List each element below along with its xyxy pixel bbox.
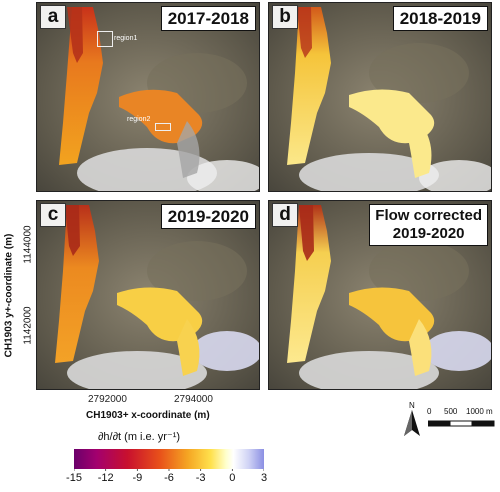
colorbar-tick-label: -15 [66, 472, 82, 484]
y-tick-1142000: 1142000 [22, 306, 34, 345]
colorbar-tick-label: -6 [164, 472, 174, 484]
panel-c: c 2019-2020 [36, 200, 260, 390]
panel-title-c: 2019-2020 [160, 204, 256, 229]
y-tick-1144000: 1144000 [22, 225, 34, 264]
map-a [37, 3, 259, 191]
panel-b: b 2018-2019 [268, 2, 492, 192]
glacier-east-b [349, 89, 435, 144]
panel-title-a: 2017-2018 [160, 6, 256, 31]
region2-label: region2 [127, 116, 151, 123]
glacier-west-d [287, 205, 331, 363]
north-label: N [409, 401, 415, 410]
colorbar-tick-label: 3 [260, 472, 268, 484]
glacier-west-b [287, 7, 331, 165]
panel-letter-c: c [40, 203, 66, 227]
colorbar [74, 449, 264, 471]
x-axis-label: CH1903+ x-coordinate (m) [86, 410, 210, 421]
x-tick-2792000: 2792000 [88, 394, 127, 405]
panel-a: a 2017-2018 region1 region2 [36, 2, 260, 192]
glacier-east-c [117, 287, 203, 342]
glacier-west-c [55, 205, 99, 363]
region2-box [155, 123, 171, 131]
colorbar-tick-label: 0 [229, 472, 236, 484]
glacier-east-a [119, 89, 203, 144]
scale-bar [428, 420, 495, 427]
scale-label-0: 0 [427, 407, 432, 416]
panel-title-d-line2: 2019-2020 [392, 225, 465, 242]
colorbar-tick-label: -9 [132, 472, 143, 484]
colorbar-tick-label: -3 [195, 472, 206, 484]
panel-letter-d: d [272, 203, 298, 227]
panel-title-b: 2018-2019 [392, 6, 488, 31]
panel-letter-b: b [272, 5, 298, 29]
colorbar-title: ∂h/∂t (m i.e. yr⁻¹) [98, 431, 181, 443]
region1-label: region1 [114, 35, 138, 42]
scale-label-1000: 1000 m [466, 407, 493, 416]
panel-d: d Flow corrected 2019-2020 [268, 200, 492, 390]
north-arrow-icon [404, 410, 420, 436]
colorbar-tick-label: -12 [97, 472, 114, 484]
glacier-east-d [349, 287, 435, 342]
panel-title-d-line1: Flow corrected [375, 207, 482, 224]
glacier-west-a [59, 7, 103, 165]
scale-label-500: 500 [444, 407, 458, 416]
map-c [37, 201, 259, 389]
map-b [269, 3, 491, 191]
x-tick-2794000: 2794000 [174, 394, 213, 405]
y-axis-label: CH1903 y+-coordinate (m) [3, 233, 15, 358]
panel-title-d: Flow corrected 2019-2020 [369, 204, 488, 246]
region1-box [97, 31, 113, 47]
panel-letter-a: a [40, 5, 66, 29]
